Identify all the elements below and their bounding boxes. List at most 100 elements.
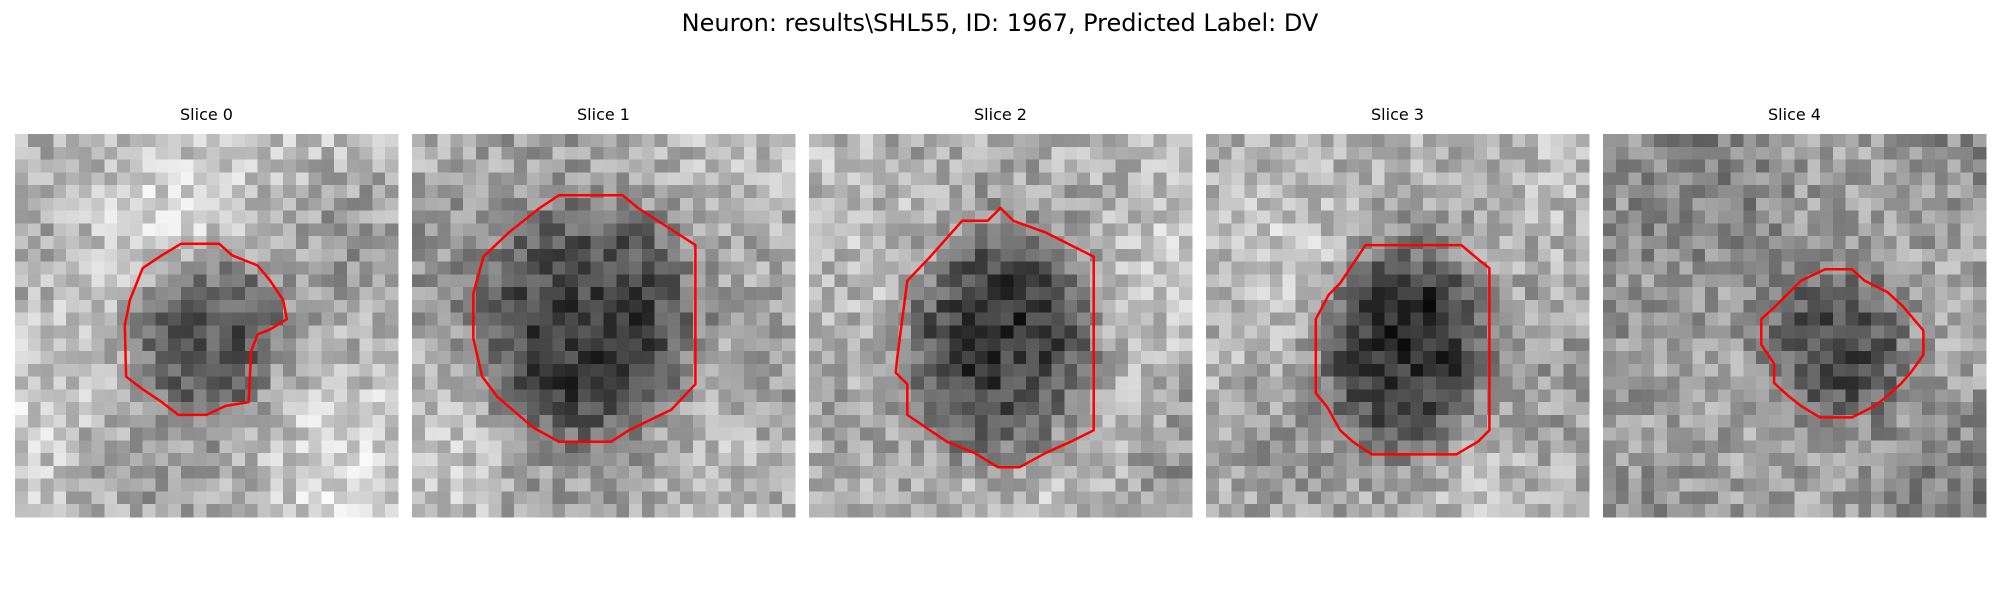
pixel (1947, 261, 1962, 276)
pixel (359, 287, 374, 301)
pixel (1333, 197, 1348, 212)
pixel (1768, 491, 1783, 505)
panel-title: Slice 1 (577, 105, 630, 124)
pixel (219, 236, 233, 250)
pixel (1692, 478, 1706, 493)
pixel (1384, 312, 1399, 327)
pixel (705, 453, 719, 467)
pixel (424, 414, 439, 429)
pixel (1576, 287, 1590, 301)
pixel (1038, 261, 1053, 276)
pixel (450, 465, 464, 480)
pixel (412, 185, 426, 199)
pixel (987, 287, 1002, 301)
pixel (424, 465, 439, 480)
pixel (40, 312, 54, 327)
pixel (526, 491, 541, 505)
pixel (731, 299, 745, 314)
pixel (1346, 197, 1360, 212)
pixel (180, 325, 195, 339)
pixel (1512, 376, 1526, 390)
pixel (219, 453, 233, 467)
pixel (424, 312, 439, 327)
pixel (450, 185, 464, 199)
pixel (1435, 351, 1450, 365)
pixel (539, 440, 554, 454)
pixel (1666, 478, 1681, 493)
pixel (1730, 312, 1745, 327)
pixel (1026, 299, 1040, 314)
pixel (424, 402, 439, 416)
pixel (641, 491, 656, 505)
pixel (1768, 414, 1783, 429)
pixel (15, 414, 29, 429)
pixel (1000, 478, 1014, 493)
pixel (1717, 376, 1732, 390)
pixel (552, 274, 566, 288)
pixel (1140, 363, 1155, 378)
pixel (1499, 261, 1513, 276)
pixel (346, 478, 361, 493)
pixel (1295, 338, 1309, 352)
pixel (565, 172, 579, 186)
pixel (680, 274, 694, 288)
pixel (616, 223, 630, 237)
pixel (372, 248, 386, 263)
pixel (104, 197, 118, 212)
pixel (526, 453, 541, 467)
pixel (78, 210, 93, 224)
pixel (412, 414, 426, 429)
pixel (1115, 376, 1129, 390)
pixel (1628, 134, 1642, 148)
pixel (1615, 376, 1630, 390)
pixel (1756, 402, 1770, 416)
pixel (860, 172, 874, 186)
pixel (1371, 172, 1386, 186)
pixel (821, 389, 836, 403)
pixel (244, 210, 259, 224)
pixel (193, 504, 208, 518)
pixel (756, 351, 771, 365)
pixel (667, 478, 681, 493)
pixel (1244, 146, 1258, 161)
pixel (1947, 440, 1962, 454)
pixel (1026, 261, 1040, 276)
pixel (1153, 414, 1168, 429)
pixel (104, 248, 118, 263)
pixel (1435, 376, 1450, 390)
pixel (911, 351, 925, 365)
pixel (104, 312, 118, 327)
pixel (1807, 185, 1821, 199)
pixel (718, 134, 732, 148)
pixel (1692, 402, 1706, 416)
pixel (1858, 325, 1872, 339)
pixel (1435, 325, 1450, 339)
pixel (1934, 491, 1949, 505)
pixel (1615, 248, 1630, 263)
pixel (872, 338, 887, 352)
pixel (911, 223, 925, 237)
pixel (1231, 504, 1245, 518)
pixel (1896, 351, 1910, 365)
pixel (667, 134, 681, 148)
pixel (565, 414, 579, 429)
pixel (232, 223, 246, 237)
pixel (1934, 312, 1949, 327)
pixel (1654, 287, 1668, 301)
pixel (142, 312, 157, 327)
pixel (1102, 363, 1116, 378)
pixel (1960, 146, 1974, 161)
pixel (756, 504, 771, 518)
pixel (450, 351, 464, 365)
pixel (346, 159, 361, 173)
pixel (1128, 338, 1142, 352)
pixel (1295, 491, 1309, 505)
pixel (219, 414, 233, 429)
pixel (1845, 172, 1859, 186)
pixel (974, 172, 989, 186)
pixel (667, 427, 681, 441)
pixel (1947, 197, 1962, 212)
pixel (911, 197, 925, 212)
pixel (718, 146, 732, 161)
pixel (1333, 210, 1348, 224)
